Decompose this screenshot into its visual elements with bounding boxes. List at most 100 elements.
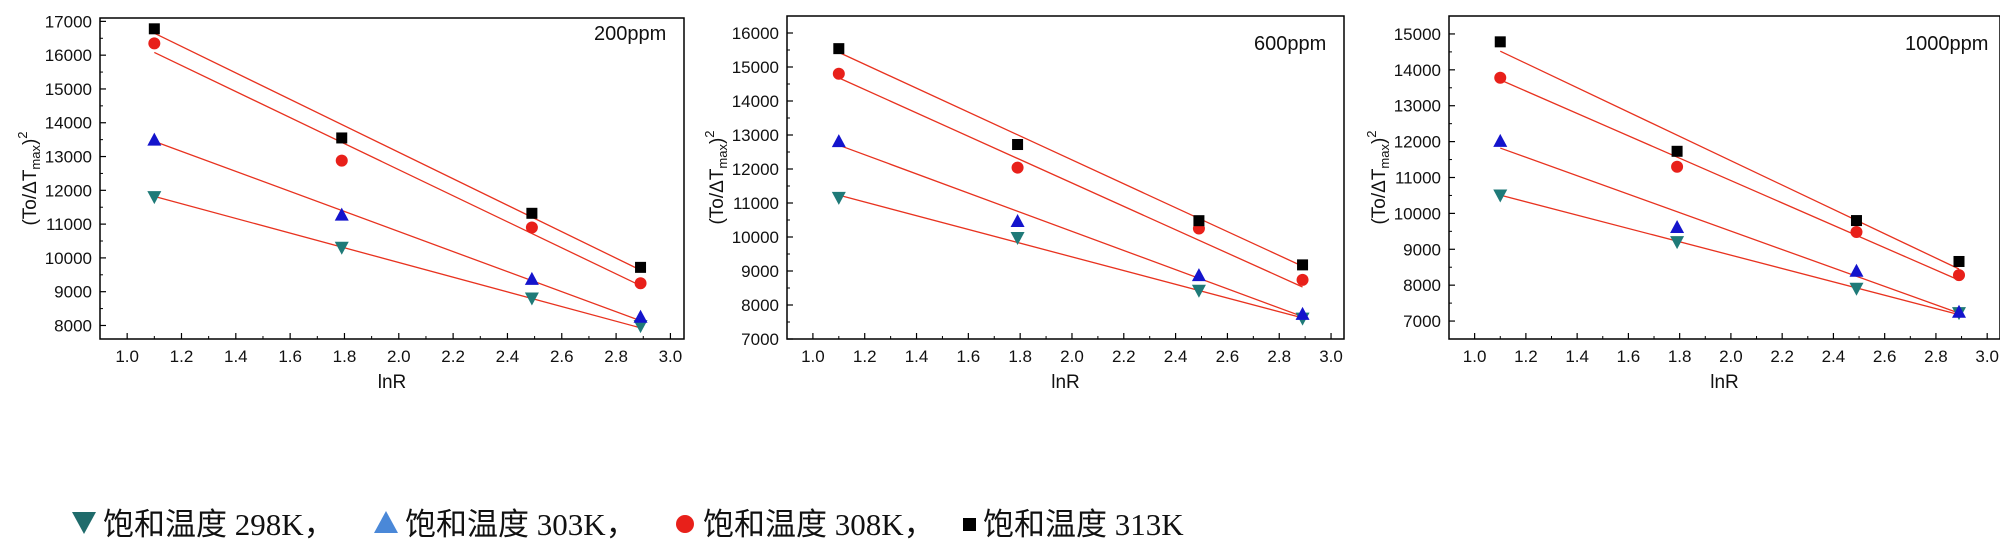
data-point-s313 bbox=[635, 261, 647, 273]
x-axis-label: lnR bbox=[1051, 372, 1080, 393]
concentration-label: 200ppm bbox=[594, 23, 666, 45]
y-tick-label: 7000 bbox=[1403, 312, 1441, 331]
data-point-s303 bbox=[1849, 263, 1864, 277]
y-tick-label: 7000 bbox=[741, 330, 779, 349]
fit-line-s303 bbox=[154, 140, 641, 322]
chart-panel-600ppm: 1.0 1.2 1.4 1.6 1.8 2.0 2.2 2.4 2.6 2.8 3.0 7000 800… bbox=[702, 15, 1345, 393]
y-tick-label: 12000 bbox=[732, 160, 779, 179]
x-tick-label: 2.0 bbox=[387, 347, 411, 366]
data-point-s303 bbox=[1670, 220, 1685, 234]
x-tick-label: 2.0 bbox=[1719, 347, 1743, 366]
y-tick-label: 16000 bbox=[732, 24, 779, 43]
legend-label: 饱和温度 313K bbox=[983, 507, 1184, 542]
x-tick-label: 1.0 bbox=[115, 347, 139, 366]
y-tick-label: 16000 bbox=[45, 46, 92, 65]
x-tick-label: 2.8 bbox=[604, 347, 628, 366]
data-point-s303 bbox=[147, 132, 162, 146]
data-point-s308 bbox=[1952, 269, 1965, 282]
fit-line-s303 bbox=[1500, 147, 1960, 314]
y-tick-label: 14000 bbox=[1394, 61, 1441, 80]
data-point-s303 bbox=[334, 207, 349, 221]
y-tick-label: 12000 bbox=[45, 181, 92, 200]
data-point-s298 bbox=[334, 241, 349, 255]
data-point-s313 bbox=[1953, 255, 1965, 267]
fit-line-s298 bbox=[154, 195, 641, 329]
data-point-s298 bbox=[524, 292, 539, 306]
x-tick-label: 2.2 bbox=[1770, 347, 1794, 366]
data-point-s308 bbox=[634, 277, 647, 290]
y-tick-label: 11000 bbox=[1395, 169, 1441, 188]
x-tick-label: 1.4 bbox=[905, 347, 929, 366]
y-tick-label: 11000 bbox=[733, 194, 779, 213]
y-tick-label: 9000 bbox=[1403, 240, 1441, 259]
data-point-s308 bbox=[832, 67, 845, 80]
data-point-s308 bbox=[1296, 273, 1309, 286]
fit-line-s313 bbox=[1499, 50, 1960, 270]
fit-line-s308 bbox=[838, 77, 1303, 288]
y-tick-label: 14000 bbox=[732, 92, 779, 111]
plot-frame bbox=[99, 17, 685, 340]
data-point-s303 bbox=[1191, 268, 1206, 282]
x-tick-label: 2.8 bbox=[1267, 347, 1291, 366]
plot-frame bbox=[786, 15, 1345, 340]
data-point-s313 bbox=[1850, 215, 1862, 227]
x-tick-label: 2.4 bbox=[496, 347, 520, 366]
data-point-s313 bbox=[1671, 145, 1683, 157]
legend-marker-square bbox=[963, 518, 976, 531]
x-axis-label: lnR bbox=[378, 372, 407, 393]
data-point-s308 bbox=[148, 37, 161, 50]
fit-line-s303 bbox=[838, 144, 1303, 318]
fit-line-s308 bbox=[154, 51, 641, 287]
fit-line-s308 bbox=[1499, 79, 1960, 281]
data-point-s303 bbox=[524, 271, 539, 285]
data-point-s313 bbox=[1012, 139, 1024, 151]
data-point-s303 bbox=[1951, 304, 1966, 318]
legend-label: 饱和温度 308K， bbox=[703, 507, 935, 542]
legend-label: 饱和温度 298K， bbox=[103, 507, 335, 542]
chart-panel-200ppm: 1.0 1.2 1.4 1.6 1.8 2.0 2.2 2.4 2.6 2.8 3.0 8000 900… bbox=[15, 12, 685, 393]
x-tick-label: 1.6 bbox=[1617, 347, 1641, 366]
x-tick-label: 2.6 bbox=[1216, 347, 1240, 366]
x-tick-label: 1.0 bbox=[801, 347, 825, 366]
data-point-s313 bbox=[148, 23, 160, 35]
x-tick-label: 1.0 bbox=[1463, 347, 1487, 366]
x-tick-label: 2.6 bbox=[550, 347, 574, 366]
x-tick-label: 1.6 bbox=[278, 347, 302, 366]
fit-line-s298 bbox=[838, 194, 1303, 319]
x-tick-label: 1.4 bbox=[224, 347, 248, 366]
data-point-s313 bbox=[336, 132, 348, 144]
fit-line-s313 bbox=[838, 51, 1303, 267]
concentration-label: 1000ppm bbox=[1905, 33, 1988, 55]
data-point-s298 bbox=[831, 191, 846, 205]
data-point-s298 bbox=[633, 320, 648, 334]
data-point-s313 bbox=[1494, 36, 1506, 48]
data-point-s303 bbox=[1295, 306, 1310, 320]
x-tick-label: 2.8 bbox=[1924, 347, 1948, 366]
data-point-s308 bbox=[1850, 226, 1863, 239]
data-point-s313 bbox=[1193, 215, 1205, 227]
y-tick-label: 9000 bbox=[741, 262, 779, 281]
x-tick-label: 2.2 bbox=[441, 347, 465, 366]
y-tick-label: 15000 bbox=[1394, 25, 1441, 44]
x-tick-label: 1.6 bbox=[957, 347, 981, 366]
y-tick-label: 10000 bbox=[45, 249, 92, 268]
x-tick-label: 1.2 bbox=[853, 347, 877, 366]
y-tick-label: 10000 bbox=[732, 228, 779, 247]
data-point-s308 bbox=[1011, 161, 1024, 174]
data-point-s303 bbox=[633, 309, 648, 323]
x-tick-label: 2.4 bbox=[1164, 347, 1188, 366]
y-tick-label: 13000 bbox=[1394, 97, 1441, 116]
fit-line-s313 bbox=[154, 32, 641, 271]
data-point-s313 bbox=[526, 207, 538, 219]
y-tick-label: 15000 bbox=[732, 58, 779, 77]
data-point-s308 bbox=[525, 221, 538, 234]
y-axis-label: (To/ΔTmax)2 bbox=[15, 131, 43, 225]
y-tick-label: 12000 bbox=[1394, 133, 1441, 152]
y-tick-label: 14000 bbox=[45, 114, 92, 133]
x-tick-label: 2.0 bbox=[1060, 347, 1084, 366]
y-tick-label: 13000 bbox=[732, 126, 779, 145]
y-tick-label: 8000 bbox=[741, 296, 779, 315]
data-point-s303 bbox=[1493, 133, 1508, 147]
legend-marker-circle bbox=[676, 515, 694, 533]
legend-marker-triangle-up bbox=[374, 511, 398, 533]
